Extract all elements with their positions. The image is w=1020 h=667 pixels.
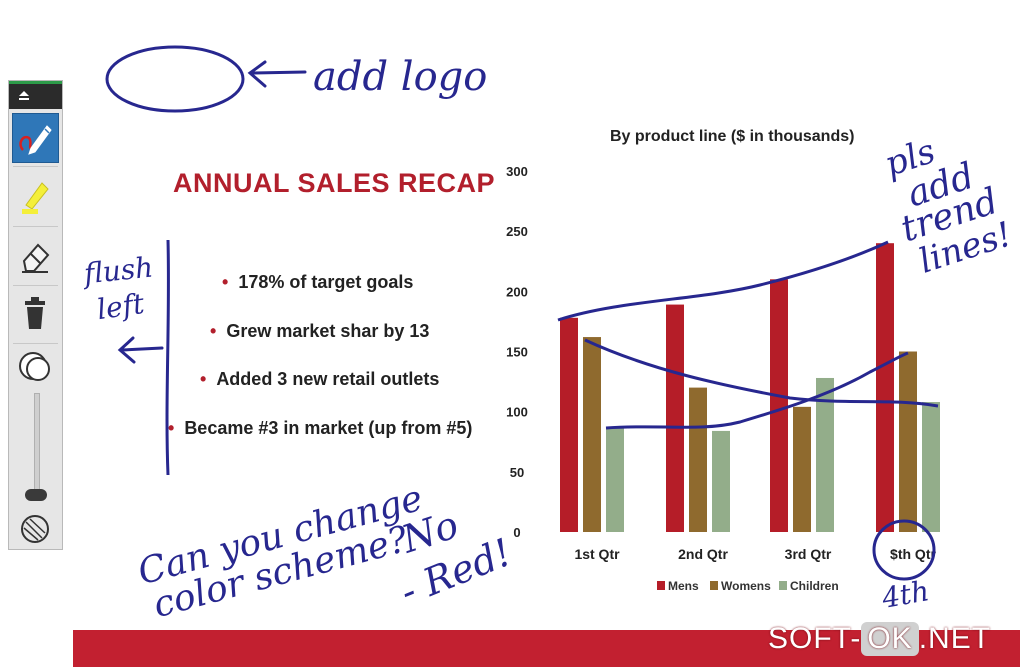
bullet-text: Became #3 in market (up from #5) bbox=[184, 418, 473, 438]
highlighter-tool-button[interactable] bbox=[12, 171, 59, 221]
legend-label-children: Children bbox=[790, 579, 839, 593]
eraser-icon bbox=[22, 243, 50, 273]
chart-title: By product line ($ in thousands) bbox=[610, 128, 855, 145]
bullet-item: • Grew market shar by 13 bbox=[210, 321, 430, 341]
bar-womens bbox=[689, 387, 707, 532]
trash-icon bbox=[25, 297, 45, 329]
watermark: SOFT- OK .NET bbox=[768, 622, 991, 656]
bar-mens bbox=[876, 243, 894, 532]
bullet-item: • Became #3 in market (up from #5) bbox=[168, 418, 473, 438]
bar-children bbox=[606, 427, 624, 532]
bar-mens bbox=[770, 279, 788, 532]
bullet-item: • 178% of target goals bbox=[222, 272, 414, 292]
opacity-button[interactable] bbox=[12, 509, 59, 549]
watermark-ok: OK bbox=[861, 622, 919, 656]
x-tick-label: 1st Qtr bbox=[574, 546, 620, 562]
bar-mens bbox=[560, 317, 578, 532]
bar-mens bbox=[666, 304, 684, 532]
pen-icon bbox=[19, 125, 52, 155]
bar-womens bbox=[899, 351, 917, 532]
x-tick-label: 2nd Qtr bbox=[678, 546, 728, 562]
y-tick-label: 150 bbox=[506, 345, 528, 360]
bullet-text: Added 3 new retail outlets bbox=[216, 369, 440, 389]
size-slider-knob[interactable] bbox=[25, 489, 47, 501]
y-tick-label: 200 bbox=[506, 284, 528, 299]
watermark-text: .NET bbox=[918, 622, 992, 655]
legend-swatch-womens bbox=[710, 581, 718, 590]
legend-label-mens: Mens bbox=[668, 579, 699, 593]
x-tick-label: 3rd Qtr bbox=[785, 546, 832, 562]
bar-children bbox=[816, 377, 834, 532]
y-tick-label: 300 bbox=[506, 164, 528, 179]
y-tick-label: 250 bbox=[506, 224, 528, 239]
bar-children bbox=[712, 430, 730, 532]
toolbar-divider bbox=[13, 226, 58, 227]
toolbar-divider bbox=[13, 166, 58, 167]
flush-note-line2: left bbox=[94, 286, 147, 327]
opacity-icon bbox=[21, 515, 49, 543]
pen-tool-button[interactable] bbox=[12, 113, 59, 163]
bullet-text: 178% of target goals bbox=[238, 272, 414, 292]
bullet-item: • Added 3 new retail outlets bbox=[200, 369, 440, 389]
y-tick-label: 0 bbox=[513, 525, 520, 540]
x-tick-label: $th Qtr bbox=[890, 546, 936, 562]
highlighter-icon bbox=[22, 182, 49, 214]
slide-title: ANNUAL SALES RECAP bbox=[173, 168, 496, 198]
toolbar-collapse-button[interactable] bbox=[9, 81, 62, 109]
bullet-text: Grew market shar by 13 bbox=[226, 321, 430, 341]
clear-all-button[interactable] bbox=[12, 289, 59, 339]
toolbar-divider bbox=[13, 343, 58, 344]
y-tick-label: 100 bbox=[506, 405, 528, 420]
watermark-text: SOFT- bbox=[768, 622, 862, 655]
bar-children bbox=[922, 402, 940, 532]
color-picker-icon bbox=[19, 352, 50, 381]
y-tick-label: 50 bbox=[510, 465, 524, 480]
toolbar-divider bbox=[13, 285, 58, 286]
add-logo-note: add logo bbox=[313, 54, 488, 100]
collapse-icon bbox=[19, 91, 29, 100]
legend-label-womens: Womens bbox=[721, 579, 771, 593]
eraser-tool-button[interactable] bbox=[12, 231, 59, 281]
legend-swatch-children bbox=[779, 581, 787, 590]
bar-womens bbox=[793, 406, 811, 532]
bar-womens bbox=[583, 337, 601, 532]
annotation-toolbar bbox=[8, 80, 63, 550]
legend-swatch-mens bbox=[657, 581, 665, 590]
color-picker-button[interactable] bbox=[12, 345, 59, 395]
